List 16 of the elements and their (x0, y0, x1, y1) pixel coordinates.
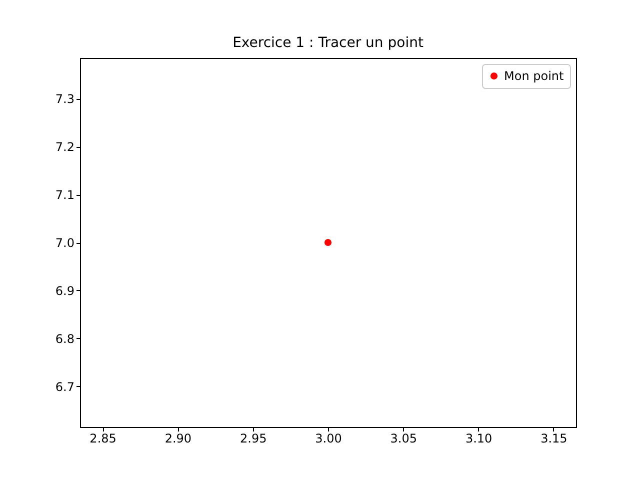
x-tick-label: 3.05 (390, 432, 418, 446)
x-tick-label: 3.10 (465, 432, 492, 446)
x-tick-label: 3.00 (315, 432, 342, 446)
y-tick-label: 7.3 (55, 92, 74, 106)
x-tick-label: 2.90 (164, 432, 192, 446)
y-tick-label: 6.9 (55, 284, 74, 298)
legend-label: Mon point (504, 69, 564, 83)
y-tick-label: 6.8 (55, 332, 74, 346)
x-tick-label: 3.15 (540, 432, 568, 446)
y-tick-label: 7.1 (55, 188, 74, 202)
chart-title: Exercice 1 : Tracer un point (232, 35, 424, 51)
x-tick-label: 2.85 (90, 432, 116, 446)
y-tick-label: 7.2 (55, 140, 74, 154)
y-tick-label: 6.7 (55, 380, 74, 394)
y-tick-label: 7.0 (55, 236, 74, 250)
x-tick-label: 2.95 (240, 432, 267, 446)
